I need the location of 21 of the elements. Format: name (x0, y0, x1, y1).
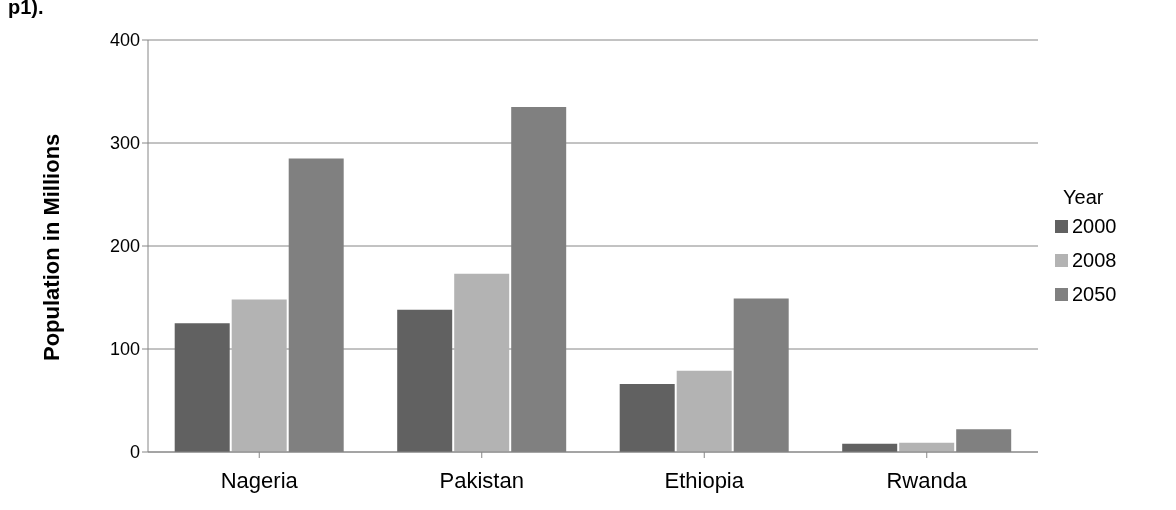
bar (454, 273, 510, 452)
legend-label: 2050 (1072, 282, 1117, 306)
text: p1). (8, 0, 44, 19)
y-tick-label: 300 (109, 133, 140, 154)
x-tick-label: Ethiopia (664, 467, 745, 493)
bar (619, 384, 675, 452)
x-tick-label: Pakistan (439, 467, 524, 493)
y-tick-label: 0 (129, 442, 140, 463)
y-tick-label: 200 (109, 236, 140, 257)
legend-label: 2000 (1072, 214, 1117, 238)
bar (676, 370, 732, 452)
bar (397, 309, 453, 452)
legend-title: Year (1063, 186, 1105, 209)
bar (231, 299, 287, 452)
bar (174, 323, 230, 452)
y-tick-label: 100 (109, 339, 140, 360)
y-axis-title: Population in Millions (38, 133, 64, 361)
x-tick-label: Rwanda (886, 467, 968, 493)
legend-label: 2008 (1072, 248, 1117, 272)
x-tick-label: Nageria (220, 467, 299, 493)
y-tick-label: 400 (109, 30, 140, 51)
